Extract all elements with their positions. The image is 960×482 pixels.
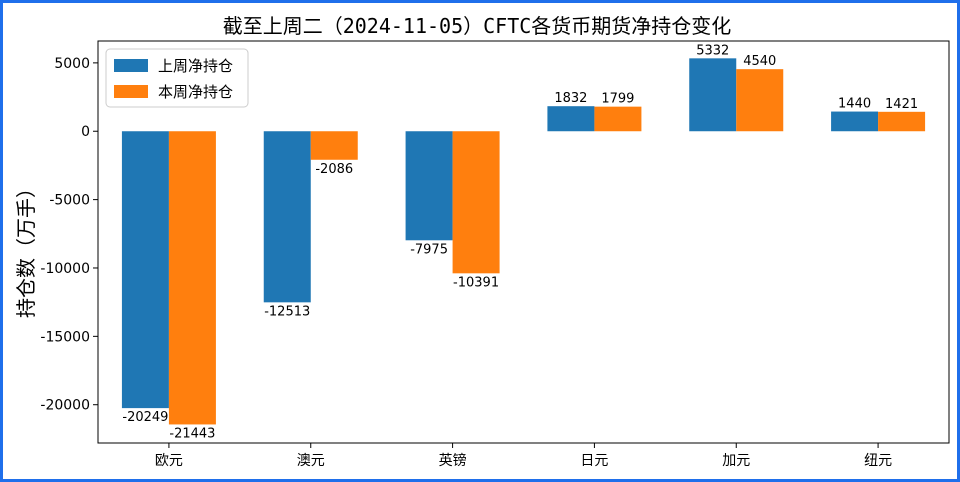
bar-加元-上周净持仓 [689,58,737,132]
bar-chart: 截至上周二（2024-11-05）CFTC各货币期货净持仓变化 持仓数（万手） … [14,14,950,469]
y-tick-label: -15000 [40,329,90,345]
data-label: -10391 [453,275,499,290]
bar-日元-上周净持仓 [547,106,595,132]
bar-纽元-本周净持仓 [878,111,926,132]
bar-纽元-上周净持仓 [831,111,879,132]
data-label: -12513 [264,304,310,319]
y-axis-label: 持仓数（万手） [14,178,38,318]
chart-title: 截至上周二（2024-11-05）CFTC各货币期货净持仓变化 [223,14,732,38]
bar-澳元-上周净持仓 [263,131,311,303]
data-label: 1799 [601,92,634,107]
bar-欧元-本周净持仓 [168,131,216,425]
data-label: -20249 [122,410,168,425]
data-label: -21443 [169,426,215,441]
axes-frame [97,40,950,444]
legend-swatch [114,85,148,98]
data-label: 1421 [885,97,918,112]
bar-英镑-本周净持仓 [452,131,500,274]
y-tick-label: 0 [81,124,90,140]
x-tick-label: 日元 [580,453,608,469]
bar-加元-本周净持仓 [736,69,784,132]
data-label: 5332 [696,43,729,58]
y-tick-label: -20000 [40,398,90,414]
x-tick-label: 纽元 [864,453,892,469]
legend-entry: 本周净持仓 [158,83,233,101]
data-label: 4540 [743,54,776,69]
bar-英镑-上周净持仓 [405,131,453,241]
data-label: -2086 [315,162,353,177]
legend-entry: 上周净持仓 [158,57,233,75]
x-tick-label: 加元 [722,453,750,469]
x-tick-label: 澳元 [297,453,325,469]
x-tick-label: 欧元 [155,453,183,469]
data-label: 1440 [838,97,871,112]
bar-澳元-本周净持仓 [310,131,358,160]
y-tick-label: 5000 [54,56,90,72]
y-tick-label: -5000 [49,193,90,209]
y-tick-label: -10000 [40,261,90,277]
x-tick-label: 英镑 [439,452,467,469]
data-label: -7975 [410,242,448,257]
bar-日元-本周净持仓 [594,106,642,132]
data-label: 1832 [554,91,587,106]
plot-area: -20249 -12513 -7975 1832 5332 1440 -21443 -2086… [40,40,950,469]
legend-swatch [114,59,148,72]
bar-欧元-上周净持仓 [121,131,169,409]
